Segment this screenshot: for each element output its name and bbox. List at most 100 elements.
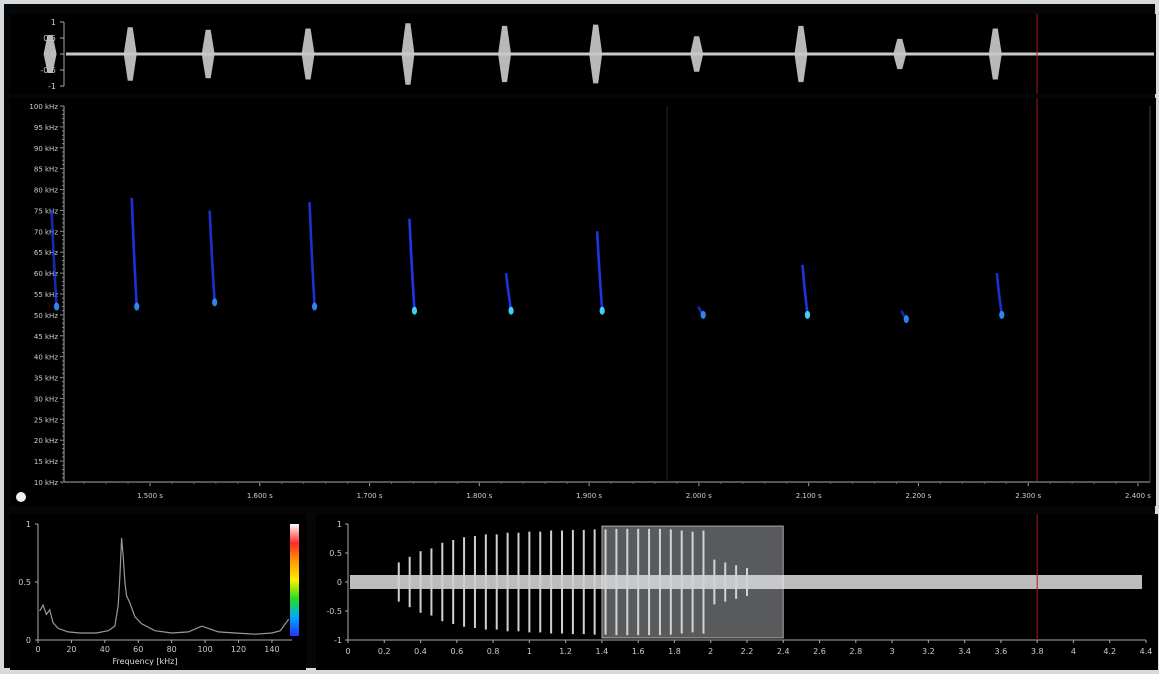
waveform-plot[interactable]: 10.50-0.5-1 (10, 14, 1156, 94)
overview-x-label: 2 (708, 647, 713, 656)
bat-call-peak (134, 302, 140, 311)
bat-call-sweep (504, 272, 513, 311)
spectrogram-freq-label: 90 kHz (34, 145, 58, 153)
waveform-pulse (301, 28, 315, 80)
spectrogram-freq-label: 80 kHz (34, 187, 58, 195)
bat-call-sweep (408, 218, 416, 311)
bat-call-peak (700, 310, 706, 319)
spectrum-x-label: 100 (197, 645, 212, 654)
waveform-pulse (589, 24, 603, 84)
spectrogram-time-label: 1.500 s (137, 492, 163, 500)
power-spectrum-panel: 1 0.5 0 0 20 40 60 80 100 120 140 Frequency [kHz] (10, 514, 306, 670)
overview-pulse (637, 528, 640, 636)
overview-y-label: -0.5 (326, 607, 342, 616)
waveform-pulse (988, 28, 1002, 80)
overview-x-label: 0.4 (414, 647, 427, 656)
overview-pulse (419, 551, 422, 613)
spectrogram-plot[interactable]: 100 kHz 95 kHz 90 kHz 85 kHz 80 kHz 75 kHz 70 … (10, 98, 1156, 506)
spectrogram-freq-label: 20 kHz (34, 437, 58, 445)
overview-x-label: 1.4 (596, 647, 609, 656)
overview-x-label: 3 (890, 647, 895, 656)
overview-x-label: 1.6 (632, 647, 645, 656)
bat-call (504, 272, 514, 315)
spectrogram-panel[interactable]: 100 kHz 95 kHz 90 kHz 85 kHz 80 kHz 75 kHz 70 … (10, 98, 1156, 506)
overview-pulse (550, 530, 553, 634)
overview-x-label: 1 (527, 647, 532, 656)
bat-call (50, 210, 60, 311)
overview-panel[interactable]: 1 0.5 0 -0.5 -1 0 0.2 0.4 0.6 0.8 1 1.2 1.4 1.6 1.8 2 2.… (316, 514, 1158, 670)
overview-waveform-plot[interactable]: 10.50-0.5-10 0.2 0.4 0.6 0.8 1 1.2 1.4 1.6 1.8 2 2.… (316, 514, 1158, 670)
spectrogram-time-label: 1.900 s (576, 492, 602, 500)
spectrum-y-label: 0.5 (18, 578, 31, 587)
overview-pulse (571, 529, 574, 635)
spectrogram-time-label: 1.800 s (466, 492, 492, 500)
spectrogram-freq-label: 50 kHz (34, 312, 58, 320)
overview-pulse (658, 528, 661, 636)
overview-y-label: 0.5 (329, 549, 342, 558)
spectrogram-time-label: 2.200 s (905, 492, 931, 500)
bat-call-sweep (130, 197, 139, 307)
waveform-baseline (66, 52, 1154, 56)
overview-pulse (648, 528, 651, 636)
spectrogram-freq-label: 40 kHz (34, 354, 58, 362)
bat-call-peak (311, 302, 318, 311)
overview-y-label: -1 (334, 636, 342, 645)
overview-y-label: 1 (337, 520, 342, 529)
spectrogram-time-label: 1.600 s (247, 492, 273, 500)
overview-pulse (430, 548, 433, 616)
spectrogram-time-label: 2.300 s (1015, 492, 1041, 500)
spectrogram-freq-label: 45 kHz (34, 333, 58, 341)
overview-pulse (463, 537, 466, 627)
overview-x-label: 1.8 (668, 647, 681, 656)
overview-pulse (397, 562, 400, 602)
spectrum-x-label: 120 (231, 645, 246, 654)
bat-call (995, 272, 1005, 319)
colorbar (290, 524, 299, 636)
overview-pulse (452, 540, 455, 624)
waveform-pulse (893, 38, 907, 70)
bat-call-peak (804, 310, 811, 319)
bat-call-peak (212, 298, 218, 307)
overview-x-label: 0.2 (378, 647, 391, 656)
bat-call-sweep (595, 231, 604, 311)
overview-pulse (484, 534, 487, 630)
bat-call-sweep (50, 210, 58, 307)
waveform-tick-label: -1 (48, 82, 56, 91)
overview-pulse (626, 528, 629, 636)
spectrogram-freq-label: 75 kHz (34, 207, 58, 215)
bat-call-sweep (801, 264, 809, 316)
overview-pulse (506, 532, 509, 632)
waveform-pulse (498, 25, 512, 83)
overview-x-label: 3.2 (922, 647, 935, 656)
bat-call-sweep (308, 202, 316, 307)
overview-selection[interactable] (601, 525, 784, 639)
bat-call-peak (53, 302, 60, 311)
bat-call (697, 305, 706, 319)
power-spectrum-plot: 1 0.5 00 20 40 60 80 100 120 140 Frequency [kHz] (18, 520, 299, 666)
spectrogram-time-label: 2.100 s (796, 492, 822, 500)
spectrogram-freq-label: 25 kHz (34, 416, 58, 424)
overview-pulse (539, 531, 542, 633)
overview-x-label: 3.6 (995, 647, 1008, 656)
waveform-tick-label: 1 (51, 18, 56, 27)
spectrogram-freq-label: 15 kHz (34, 458, 58, 466)
spectrum-x-label: 40 (100, 645, 110, 654)
spectrum-x-label: 20 (66, 645, 76, 654)
bat-call (595, 231, 605, 315)
bat-call-peak (508, 306, 514, 315)
bat-call (801, 264, 811, 319)
bat-call (130, 197, 140, 311)
spectrum-x-label: 140 (264, 645, 279, 654)
waveform-panel[interactable]: 10.50-0.5-1 (10, 14, 1156, 94)
overview-x-label: 2.4 (777, 647, 790, 656)
overview-pulse (713, 559, 716, 605)
overview-y-label: 0 (337, 578, 342, 587)
spectrogram-freq-label: 70 kHz (34, 228, 58, 236)
overview-pulse (408, 556, 411, 608)
zoom-handle[interactable] (16, 492, 26, 502)
overview-pulse (691, 531, 694, 633)
overview-x-label: 2.8 (849, 647, 862, 656)
spectrogram-freq-label: 65 kHz (34, 249, 58, 257)
overview-x-label: 4.4 (1140, 647, 1153, 656)
spectrum-curve (39, 537, 290, 635)
